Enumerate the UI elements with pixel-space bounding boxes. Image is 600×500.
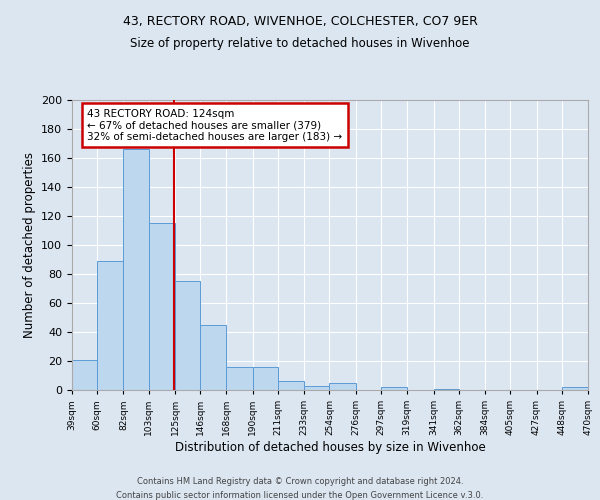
- Text: Contains public sector information licensed under the Open Government Licence v.: Contains public sector information licen…: [116, 491, 484, 500]
- Bar: [226, 367, 253, 390]
- Bar: [124, 150, 149, 390]
- Y-axis label: Number of detached properties: Number of detached properties: [23, 152, 35, 338]
- Bar: [304, 386, 329, 390]
- Text: Contains HM Land Registry data © Crown copyright and database right 2024.: Contains HM Land Registry data © Crown c…: [137, 478, 463, 486]
- Bar: [562, 387, 588, 390]
- Text: Size of property relative to detached houses in Wivenhoe: Size of property relative to detached ho…: [130, 38, 470, 51]
- Bar: [149, 223, 175, 390]
- Text: 43, RECTORY ROAD, WIVENHOE, COLCHESTER, CO7 9ER: 43, RECTORY ROAD, WIVENHOE, COLCHESTER, …: [122, 15, 478, 28]
- Bar: [175, 281, 200, 390]
- Bar: [72, 360, 97, 390]
- Bar: [329, 383, 356, 390]
- Bar: [381, 387, 407, 390]
- X-axis label: Distribution of detached houses by size in Wivenhoe: Distribution of detached houses by size …: [175, 441, 485, 454]
- Bar: [253, 367, 278, 390]
- Bar: [434, 388, 459, 390]
- Bar: [200, 325, 226, 390]
- Bar: [97, 261, 124, 390]
- Bar: [278, 382, 304, 390]
- Text: 43 RECTORY ROAD: 124sqm
← 67% of detached houses are smaller (379)
32% of semi-d: 43 RECTORY ROAD: 124sqm ← 67% of detache…: [88, 108, 343, 142]
